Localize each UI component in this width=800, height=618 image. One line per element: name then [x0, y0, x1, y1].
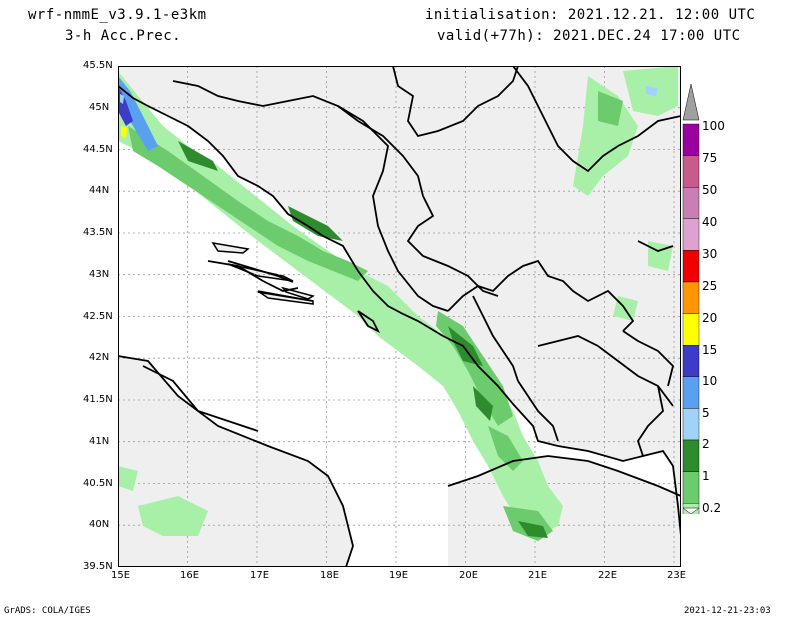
colorbar-label-50: 50 — [702, 183, 718, 197]
lat-label: 42.5N — [83, 311, 113, 322]
render-timestamp: 2021-12-21-23:03 — [684, 606, 771, 616]
colorbar-label-25: 25 — [702, 279, 718, 293]
lat-label: 40N — [89, 519, 110, 530]
colorbar-box — [682, 250, 700, 283]
grads-credit: GrADS: COLA/IGES — [4, 606, 91, 616]
colorbar-box — [682, 186, 700, 219]
init-time: initialisation: 2021.12.21. 12:00 UTC — [425, 7, 756, 23]
colorbar-label-0-2: 0.2 — [702, 501, 722, 515]
lon-label: 18E — [320, 570, 340, 581]
colorbar-label-30: 30 — [702, 247, 718, 261]
lon-label: 17E — [250, 570, 270, 581]
colorbar-label-1: 1 — [702, 469, 710, 483]
lon-label: 15E — [111, 570, 131, 581]
colorbar-box — [682, 123, 700, 156]
lat-label: 43N — [89, 269, 110, 280]
colorbar-box — [682, 471, 700, 504]
colorbar-box — [682, 345, 700, 378]
lon-label: 19E — [389, 570, 409, 581]
precip-heavy — [178, 141, 548, 538]
colorbar-label-2: 2 — [702, 437, 710, 451]
colorbar-label-75: 75 — [702, 151, 718, 165]
lat-label: 41.5N — [83, 394, 113, 405]
colorbar-box — [682, 281, 700, 314]
lat-label: 45N — [89, 102, 110, 113]
colorbar-max-arrow — [682, 84, 700, 121]
colorbar-label-20: 20 — [702, 311, 718, 325]
colorbar-label-5: 5 — [702, 406, 710, 420]
lat-label: 41N — [89, 436, 110, 447]
grid-lines — [118, 66, 681, 567]
colorbar-label-15: 15 — [702, 343, 718, 357]
island — [211, 241, 250, 254]
lat-label: 42N — [89, 352, 110, 363]
colorbar-box — [682, 155, 700, 188]
colorbar-box — [682, 408, 700, 441]
colorbar-box — [682, 218, 700, 251]
colorbar-boxes — [682, 123, 700, 514]
lat-label: 45.5N — [83, 60, 113, 71]
field-name: 3-h Acc.Prec. — [65, 28, 182, 44]
valid-time: valid(+77h): 2021.DEC.24 17:00 UTC — [437, 28, 741, 44]
colorbar-label-100: 100 — [702, 119, 725, 133]
lat-label: 40.5N — [83, 478, 113, 489]
lat-label: 43.5N — [83, 227, 113, 238]
colorbar-box — [682, 313, 700, 346]
precipitation-colorbar — [682, 84, 700, 514]
precipitation-map — [118, 66, 681, 567]
lon-label: 23E — [667, 570, 687, 581]
model-name: wrf-nmmE_v3.9.1-e3km — [28, 7, 207, 23]
coastlines-borders — [118, 66, 681, 567]
lat-label: 44.5N — [83, 144, 113, 155]
lon-label: 22E — [598, 570, 618, 581]
lon-label: 21E — [528, 570, 548, 581]
lat-label: 39.5N — [83, 561, 113, 572]
colorbar-min-arrow — [682, 507, 700, 514]
lon-label: 16E — [180, 570, 200, 581]
land-area — [118, 66, 681, 567]
colorbar-box — [682, 439, 700, 472]
colorbar-label-40: 40 — [702, 215, 718, 229]
colorbar-box — [682, 376, 700, 409]
lon-label: 20E — [459, 570, 479, 581]
colorbar-label-10: 10 — [702, 374, 718, 388]
lat-label: 44N — [89, 185, 110, 196]
